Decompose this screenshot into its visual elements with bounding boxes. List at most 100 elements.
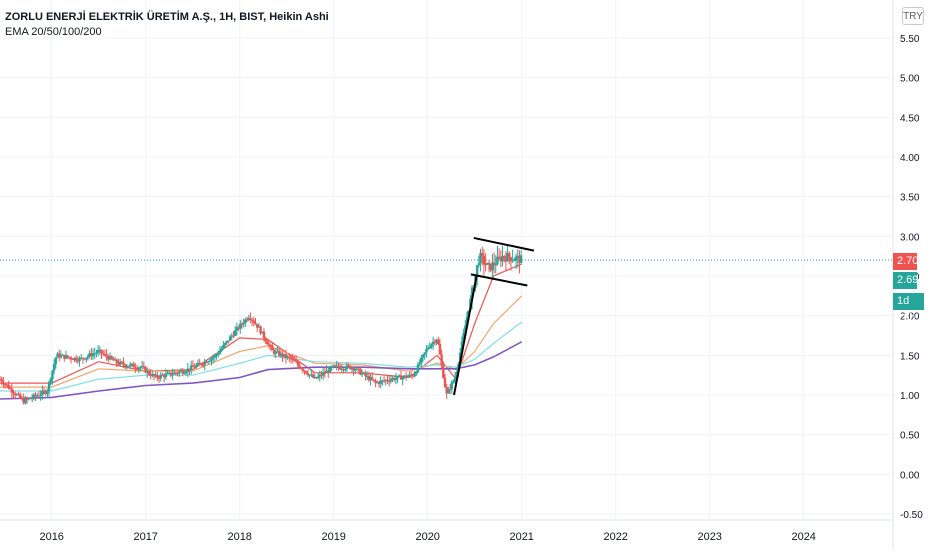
candle-body: [403, 375, 406, 378]
trendline-flagpole[interactable]: [453, 275, 478, 396]
candle-body: [247, 318, 250, 320]
candle-body: [255, 324, 259, 328]
candle-body: [313, 377, 316, 379]
symbol-title[interactable]: ZORLU ENERJİ ELEKTRİK ÜRETİM A.Ş., 1H, B…: [5, 11, 329, 23]
candle-body: [330, 367, 333, 369]
candle-body: [127, 365, 130, 367]
candle-body: [489, 263, 492, 271]
candle-body: [107, 356, 110, 360]
candle-body: [191, 365, 195, 367]
candle-body: [183, 373, 186, 375]
candle-body: [379, 380, 382, 384]
candle-body: [508, 253, 511, 258]
candle-body: [381, 380, 384, 382]
candle-body: [328, 367, 332, 373]
candle-body: [37, 395, 41, 397]
candle-body: [423, 352, 426, 355]
indicator-label[interactable]: EMA 20/50/100/200: [5, 26, 102, 38]
candle-body: [464, 325, 467, 334]
candle-body: [342, 368, 345, 370]
candle-body: [519, 255, 523, 264]
candle-body: [200, 363, 203, 365]
candle-body: [264, 338, 267, 342]
candle-body: [188, 368, 191, 371]
candle-body: [269, 345, 272, 347]
y-tick-label: 0.50: [900, 431, 920, 442]
x-tick-label: 2018: [227, 531, 251, 543]
candle-body: [337, 365, 340, 368]
trendline-flag-lower[interactable]: [470, 273, 528, 287]
trendline-flag-upper[interactable]: [473, 236, 535, 252]
candle-body: [8, 388, 12, 390]
candle-body: [42, 390, 46, 392]
candle-body: [118, 361, 122, 365]
candle-body: [408, 374, 411, 377]
candle-body: [85, 357, 88, 360]
candle-body: [475, 265, 479, 276]
candle-body: [91, 353, 95, 357]
candle-body: [384, 380, 387, 382]
candle-body: [486, 262, 489, 265]
candle-body: [130, 363, 134, 365]
candle-body: [51, 370, 54, 380]
candle-body: [235, 327, 239, 331]
candle-body: [362, 372, 365, 374]
candle-body: [386, 380, 389, 382]
candle-body: [306, 373, 310, 376]
candle-body: [30, 397, 34, 399]
candle-body: [437, 339, 440, 344]
candle-body: [32, 394, 36, 398]
candle-body: [367, 375, 371, 381]
candle-body: [284, 354, 288, 358]
candle-body: [447, 389, 450, 394]
candle-body: [122, 362, 125, 365]
x-tick-label: 2016: [39, 531, 63, 543]
candle-body: [440, 354, 443, 365]
candle-body: [501, 256, 504, 262]
candle-body: [294, 360, 298, 362]
candle-body: [161, 375, 164, 377]
candle-body: [83, 358, 86, 360]
candle-body: [318, 374, 321, 377]
candle-body: [482, 255, 486, 265]
candle-body: [438, 343, 442, 355]
trendlines[interactable]: [453, 236, 535, 396]
candle-body: [506, 253, 509, 262]
candle-body: [19, 394, 22, 399]
candle-body: [321, 372, 325, 376]
candle-body: [81, 357, 85, 359]
candle-body: [186, 368, 190, 372]
candle-body: [22, 398, 25, 404]
candle-body: [29, 398, 32, 400]
candle-body: [503, 256, 506, 258]
candle-body: [259, 326, 262, 334]
candle-body: [311, 374, 315, 378]
candle-body: [274, 351, 277, 354]
candle-body: [291, 358, 294, 360]
currency-button[interactable]: TRY: [902, 7, 924, 25]
candle-body: [298, 364, 301, 368]
candle-body: [147, 370, 151, 375]
candle-body: [399, 375, 403, 380]
candle-body: [511, 260, 514, 262]
candle-body: [225, 340, 228, 344]
candle-body: [303, 370, 306, 372]
candle-body: [201, 364, 205, 366]
candle-body: [184, 371, 188, 374]
candle-body: [181, 370, 184, 374]
candle-body: [332, 365, 335, 368]
candle-body: [518, 255, 521, 264]
candle-body: [338, 367, 342, 370]
candle-body: [210, 358, 213, 361]
x-tick-label: 2021: [509, 531, 533, 543]
candle-body: [78, 358, 81, 362]
candle-body: [299, 367, 303, 369]
candle-body: [242, 323, 245, 325]
candle-body: [389, 379, 393, 382]
candle-body: [140, 366, 144, 368]
candle-body: [80, 357, 83, 359]
candle-body: [267, 344, 271, 346]
candle-body: [416, 364, 420, 373]
